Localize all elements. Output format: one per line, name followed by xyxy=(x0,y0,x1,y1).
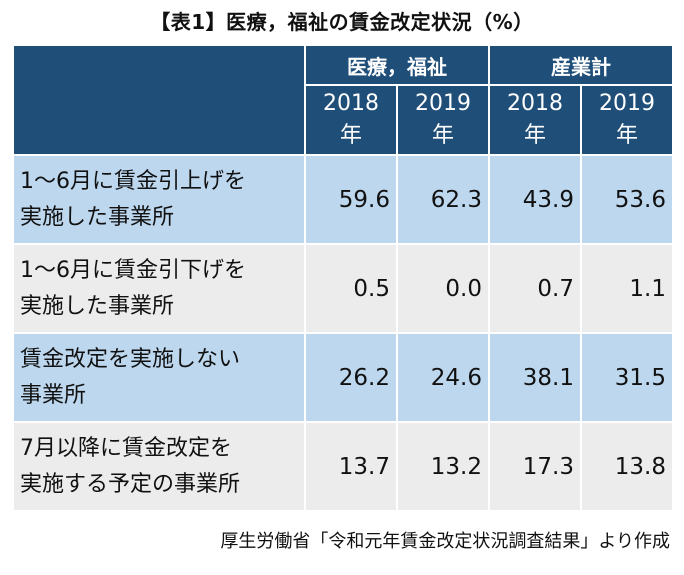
value-cell: 13.8 xyxy=(580,421,674,512)
table-row: 賃金改定を実施しない 事業所 26.2 24.6 38.1 31.5 xyxy=(12,332,674,423)
wage-revision-table: 医療，福祉 産業計 2018 年 2019 年 2018 年 2019 年 1～6月に賃… xyxy=(12,44,674,512)
value-cell: 0.0 xyxy=(396,243,490,334)
row-label: 1～6月に賃金引下げを 実施した事業所 xyxy=(12,243,306,334)
value-cell: 59.6 xyxy=(304,154,398,245)
value-cell: 62.3 xyxy=(396,154,490,245)
value-cell: 31.5 xyxy=(580,332,674,423)
corner-header-cell xyxy=(12,44,306,156)
row-label: 7月以降に賃金改定を 実施する予定の事業所 xyxy=(12,421,306,512)
column-header: 2019 年 xyxy=(580,84,674,156)
table-row: 1～6月に賃金引下げを 実施した事業所 0.5 0.0 0.7 1.1 xyxy=(12,243,674,334)
value-cell: 17.3 xyxy=(488,421,582,512)
value-cell: 38.1 xyxy=(488,332,582,423)
table-row: 1～6月に賃金引上げを 実施した事業所 59.6 62.3 43.9 53.6 xyxy=(12,154,674,245)
column-header: 2019 年 xyxy=(396,84,490,156)
value-cell: 24.6 xyxy=(396,332,490,423)
column-group-header: 医療，福祉 xyxy=(304,44,490,86)
value-cell: 0.5 xyxy=(304,243,398,334)
table-title: 【表1】医療，福祉の賃金改定状況（%） xyxy=(150,10,534,34)
value-cell: 43.9 xyxy=(488,154,582,245)
table-row: 7月以降に賃金改定を 実施する予定の事業所 13.7 13.2 17.3 13.8 xyxy=(12,421,674,512)
column-header: 2018 年 xyxy=(304,84,398,156)
source-note: 厚生労働省「令和元年賃金改定状況調査結果」より作成 xyxy=(220,531,670,552)
value-cell: 13.2 xyxy=(396,421,490,512)
column-header: 2018 年 xyxy=(488,84,582,156)
column-group-header: 産業計 xyxy=(488,44,674,86)
row-label: 賃金改定を実施しない 事業所 xyxy=(12,332,306,423)
value-cell: 13.7 xyxy=(304,421,398,512)
value-cell: 26.2 xyxy=(304,332,398,423)
value-cell: 53.6 xyxy=(580,154,674,245)
value-cell: 1.1 xyxy=(580,243,674,334)
value-cell: 0.7 xyxy=(488,243,582,334)
row-label: 1～6月に賃金引上げを 実施した事業所 xyxy=(12,154,306,245)
